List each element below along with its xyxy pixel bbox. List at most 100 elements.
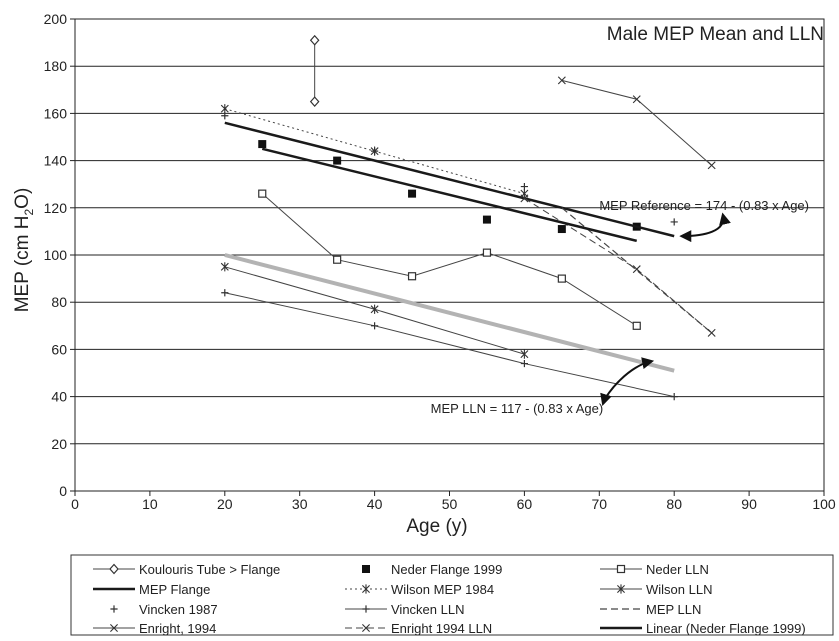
data-point xyxy=(520,182,528,191)
data-point xyxy=(520,359,528,368)
y-tick-label: 80 xyxy=(51,294,67,310)
data-point xyxy=(371,322,379,330)
data-point xyxy=(670,393,678,401)
data-point xyxy=(670,218,678,226)
x-tick-label: 80 xyxy=(666,496,682,512)
series-10 xyxy=(557,76,716,170)
series-4 xyxy=(224,121,675,238)
data-point xyxy=(371,147,379,155)
legend-item: Vincken 1987 xyxy=(110,602,218,617)
x-tick-label: 20 xyxy=(217,496,233,512)
legend-label: MEP Flange xyxy=(139,582,210,597)
legend-item: Wilson MEP 1984 xyxy=(345,582,494,597)
y-axis-label: MEP (cm H2O) xyxy=(12,188,36,313)
data-point xyxy=(482,248,492,257)
legend-label: Neder Flange 1999 xyxy=(391,562,502,577)
data-point xyxy=(707,328,716,337)
legend: Koulouris Tube > Flange Neder Flange 1999… xyxy=(70,554,834,636)
data-point xyxy=(110,624,118,632)
annotation-text: MEP LLN = 117 - (0.83 x Age) xyxy=(431,401,604,416)
legend-item: Linear (Neder Flange 1999) xyxy=(600,621,806,636)
legend-item: MEP LLN xyxy=(600,602,701,617)
data-point xyxy=(258,189,267,198)
legend-item: Koulouris Tube > Flange xyxy=(93,562,280,577)
legend-label: Koulouris Tube > Flange xyxy=(139,562,280,577)
legend-item: Enright 1994 LLN xyxy=(345,621,492,636)
y-tick-label: 120 xyxy=(44,200,68,216)
series-13 xyxy=(224,253,675,373)
data-point xyxy=(616,564,626,574)
y-tick-label: 200 xyxy=(44,11,68,27)
data-point xyxy=(333,156,342,165)
annotations-layer: MEP Reference = 174 - (0.83 x Age) MEP LL… xyxy=(431,198,809,416)
y-tick-label: 180 xyxy=(44,58,68,74)
data-point xyxy=(520,194,529,203)
data-point xyxy=(707,161,716,170)
data-point xyxy=(520,189,529,199)
series-11 xyxy=(520,194,716,337)
annotation-arrow xyxy=(600,357,655,406)
data-point xyxy=(617,584,625,594)
legend-label: Vincken LLN xyxy=(391,602,464,617)
chart-title: Male MEP Mean and LLN xyxy=(607,24,824,45)
y-tick-label: 40 xyxy=(51,389,67,405)
legend-item: Neder LLN xyxy=(600,562,709,577)
data-point xyxy=(362,584,370,594)
series-12 xyxy=(261,147,638,243)
data-point xyxy=(407,272,417,281)
legend-item: Enright, 1994 xyxy=(93,621,216,636)
data-point xyxy=(557,225,566,234)
data-point xyxy=(632,265,641,274)
legend-box xyxy=(70,554,834,636)
legend-item: MEP Flange xyxy=(93,582,210,597)
series-line xyxy=(261,147,638,243)
x-tick-label: 60 xyxy=(517,496,533,512)
y-tick-label: 160 xyxy=(44,105,68,121)
data-point xyxy=(520,349,529,359)
data-point xyxy=(632,321,641,330)
y-tick-label: 140 xyxy=(44,153,68,169)
annotation-arrow xyxy=(679,212,731,243)
y-tick-label: 0 xyxy=(59,483,67,499)
data-point xyxy=(221,289,229,297)
data-point xyxy=(408,189,417,198)
annotation-text: MEP Reference = 174 - (0.83 x Age) xyxy=(599,198,809,213)
legend-label: Enright 1994 LLN xyxy=(391,621,492,636)
x-tick-label: 100 xyxy=(812,496,836,512)
x-tick-label: 40 xyxy=(367,496,383,512)
x-tick-label: 90 xyxy=(741,496,757,512)
series-line xyxy=(261,193,638,327)
data-point xyxy=(370,304,379,314)
legend-label: Neder LLN xyxy=(646,562,709,577)
x-tick-label: 50 xyxy=(442,496,458,512)
legend-label: Wilson LLN xyxy=(646,582,712,597)
legend-item: Wilson LLN xyxy=(600,582,712,597)
data-point xyxy=(220,262,229,272)
axes: 0 20 40 60 80 100 120 140 160 180 200 0 10 20 30 40 50 60… xyxy=(44,11,836,512)
series-7 xyxy=(221,112,678,226)
y-tick-label: 100 xyxy=(44,247,68,263)
legend-label: MEP LLN xyxy=(646,602,701,617)
legend-label: Wilson MEP 1984 xyxy=(391,582,494,597)
data-point xyxy=(557,76,566,85)
data-point xyxy=(362,605,370,613)
series-line xyxy=(524,197,712,334)
data-point xyxy=(258,140,267,149)
data-point xyxy=(221,112,229,120)
x-tick-label: 10 xyxy=(142,496,158,512)
x-axis-label: Age (y) xyxy=(406,516,467,537)
data-point xyxy=(482,215,491,224)
series-line xyxy=(224,121,675,238)
data-point xyxy=(109,563,119,575)
series-3 xyxy=(258,189,641,330)
data-point xyxy=(333,255,342,264)
series-8 xyxy=(221,289,678,401)
data-point xyxy=(362,565,370,573)
data-point xyxy=(632,95,641,104)
y-tick-label: 20 xyxy=(51,436,67,452)
series-layer xyxy=(220,34,716,401)
x-tick-label: 30 xyxy=(292,496,308,512)
data-point xyxy=(309,34,320,46)
legend-label: Vincken 1987 xyxy=(139,602,218,617)
